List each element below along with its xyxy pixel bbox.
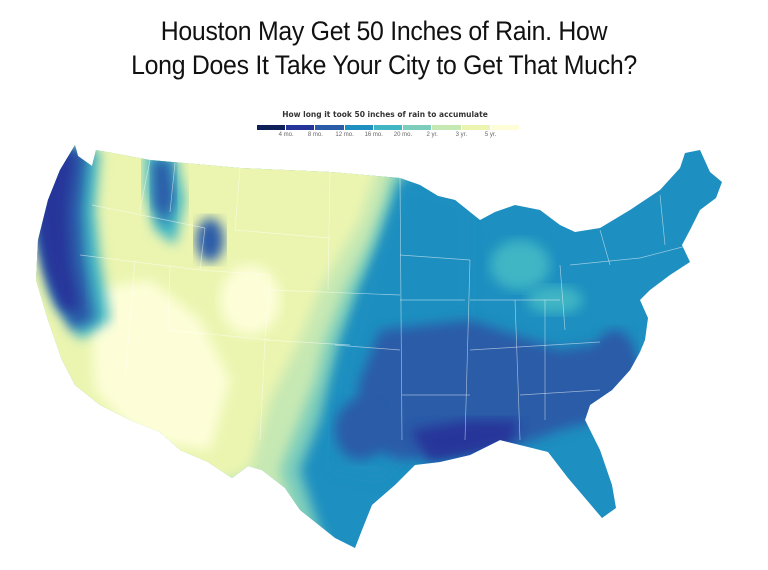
legend-tick: 3 yr. <box>455 132 468 138</box>
title-line-2: Long Does It Take Your City to Get That … <box>131 50 637 80</box>
legend-swatch <box>490 125 519 130</box>
legend-ticks: 4 mo. 8 mo. 12 mo. 16 mo. 20 mo. 2 yr. 3… <box>257 130 520 140</box>
legend-swatch <box>373 125 403 130</box>
legend-swatch <box>432 125 461 130</box>
legend-tick: 16 mo. <box>364 132 383 138</box>
legend-tick: 5 yr. <box>484 132 497 138</box>
legend: How long it took 50 inches of rain to ac… <box>250 110 520 140</box>
legend-title: How long it took 50 inches of rain to ac… <box>282 110 488 119</box>
title-line-1: Houston May Get 50 Inches of Rain. How <box>160 16 608 46</box>
legend-tick: 4 mo. <box>278 132 294 138</box>
legend-tick: 12 mo. <box>335 132 354 138</box>
legend-swatch <box>286 125 315 130</box>
legend-tick: 2 yr. <box>426 132 438 138</box>
legend-swatch <box>315 125 344 130</box>
page-title: Houston May Get 50 Inches of Rain. How L… <box>31 14 738 82</box>
legend-tick: 8 mo. <box>307 132 323 138</box>
legend-swatch <box>403 125 432 130</box>
state-borders <box>79 159 691 441</box>
legend-swatch <box>344 125 373 130</box>
legend-swatch <box>461 125 490 130</box>
legend-color-bar <box>257 125 520 130</box>
legend-swatch <box>257 125 286 130</box>
legend-tick: 20 mo. <box>393 132 413 138</box>
